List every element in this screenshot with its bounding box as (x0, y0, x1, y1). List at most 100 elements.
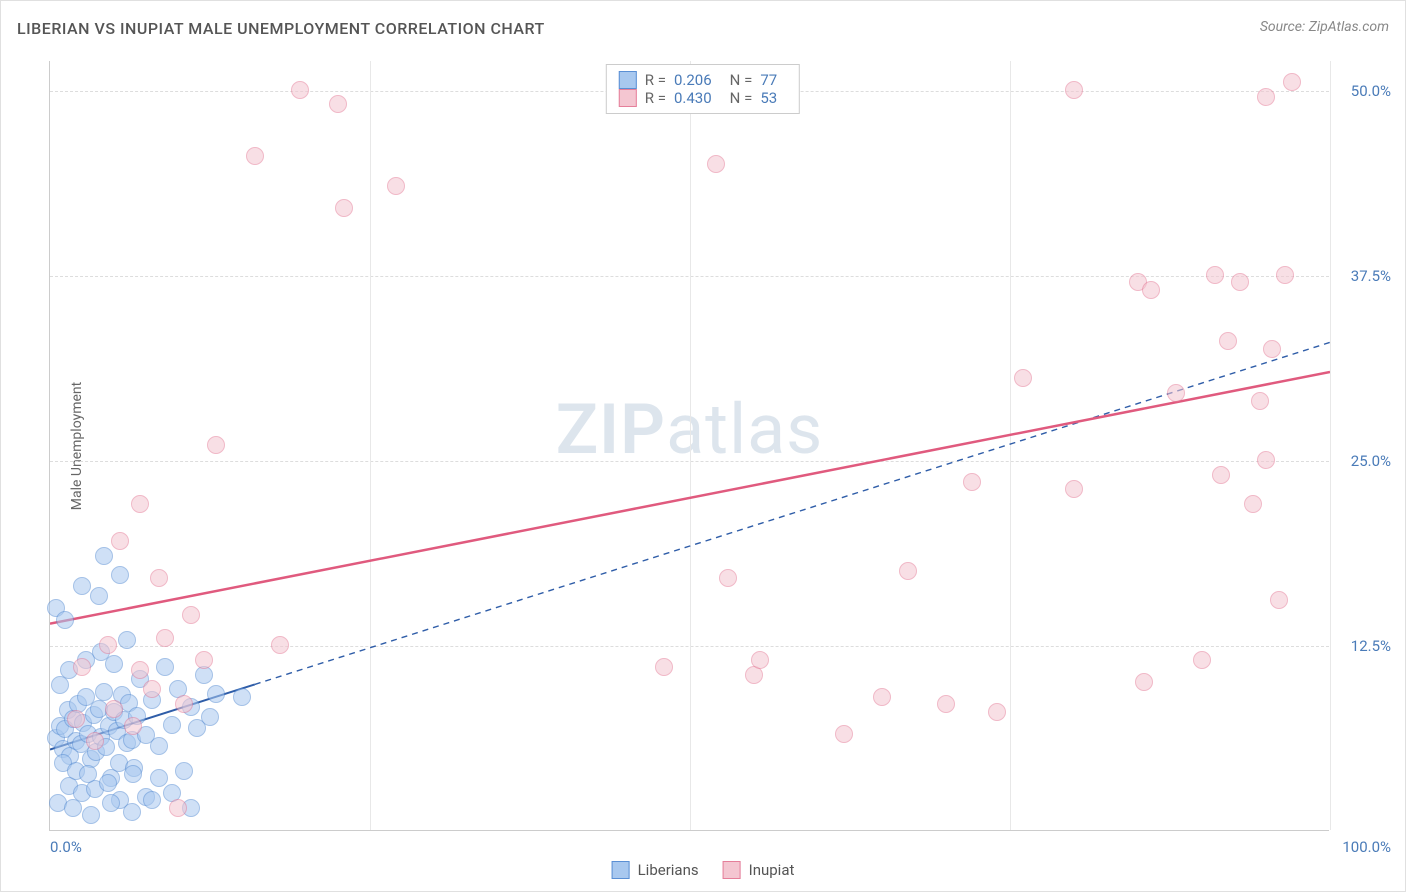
chart-container: LIBERIAN VS INUPIAT MALE UNEMPLOYMENT CO… (0, 0, 1406, 892)
legend-r-label: R = (645, 89, 666, 107)
data-point (1283, 73, 1301, 91)
data-point (1167, 384, 1185, 402)
data-point (988, 703, 1006, 721)
data-point (156, 629, 174, 647)
data-point (1251, 392, 1269, 410)
legend-series-item: Liberians (612, 861, 699, 879)
data-point (1065, 480, 1083, 498)
gridline-vertical (690, 61, 691, 830)
data-point (124, 717, 142, 735)
data-point (1212, 466, 1230, 484)
data-point (111, 532, 129, 550)
data-point (99, 636, 117, 654)
data-point (271, 636, 289, 654)
legend-swatch-icon (612, 861, 630, 879)
data-point (1244, 495, 1262, 513)
data-point (111, 566, 129, 584)
data-point (163, 716, 181, 734)
data-point (1257, 451, 1275, 469)
data-point (387, 177, 405, 195)
gridline-vertical (1010, 61, 1011, 830)
legend-r-value: 0.206 (674, 71, 712, 89)
data-point (1206, 266, 1224, 284)
data-point (655, 658, 673, 676)
data-point (175, 762, 193, 780)
legend-swatch-icon (723, 861, 741, 879)
data-point (201, 708, 219, 726)
data-point (82, 806, 100, 824)
data-point (131, 495, 149, 513)
data-point (1065, 81, 1083, 99)
source-attribution: Source: ZipAtlas.com (1260, 19, 1389, 35)
data-point (79, 765, 97, 783)
x-tick-label: 0.0% (50, 838, 82, 856)
series-legend: Liberians Inupiat (612, 861, 795, 879)
data-point (335, 199, 353, 217)
data-point (123, 803, 141, 821)
data-point (124, 765, 142, 783)
data-point (1219, 332, 1237, 350)
data-point (143, 791, 161, 809)
y-tick-label: 37.5% (1351, 267, 1391, 285)
data-point (150, 769, 168, 787)
legend-series-label: Liberians (638, 861, 699, 879)
data-point (86, 732, 104, 750)
data-point (150, 569, 168, 587)
data-point (118, 631, 136, 649)
y-tick-label: 12.5% (1351, 637, 1391, 655)
legend-r-value: 0.430 (674, 89, 712, 107)
data-point (719, 569, 737, 587)
legend-correlation-row: R =0.206N =77 (619, 71, 787, 89)
plot-area: ZIPatlas 12.5%25.0%37.5%50.0%0.0%100.0% (49, 61, 1329, 831)
y-tick-label: 25.0% (1351, 452, 1391, 470)
data-point (90, 587, 108, 605)
data-point (150, 737, 168, 755)
data-point (963, 473, 981, 491)
data-point (207, 685, 225, 703)
data-point (835, 725, 853, 743)
data-point (105, 700, 123, 718)
legend-n-value: 77 (760, 71, 777, 89)
data-point (99, 774, 117, 792)
data-point (67, 710, 85, 728)
data-point (102, 794, 120, 812)
legend-n-value: 53 (760, 89, 777, 107)
chart-title: LIBERIAN VS INUPIAT MALE UNEMPLOYMENT CO… (17, 19, 545, 38)
data-point (291, 81, 309, 99)
data-point (56, 611, 74, 629)
data-point (105, 655, 123, 673)
data-point (899, 562, 917, 580)
data-point (707, 155, 725, 173)
legend-r-label: R = (645, 71, 666, 89)
data-point (169, 799, 187, 817)
data-point (1142, 281, 1160, 299)
correlation-legend: R = 0.206 N = 77R = 0.430 N = 53 (606, 64, 800, 114)
data-point (1193, 651, 1211, 669)
gridline-vertical (370, 61, 371, 830)
data-point (1231, 273, 1249, 291)
y-tick-label: 50.0% (1351, 82, 1391, 100)
data-point (131, 661, 149, 679)
gridline-vertical (1330, 61, 1331, 830)
legend-correlation-row: R = 0.430 N = 53 (619, 89, 787, 107)
data-point (175, 695, 193, 713)
data-point (1135, 673, 1153, 691)
data-point (1257, 88, 1275, 106)
data-point (95, 547, 113, 565)
data-point (937, 695, 955, 713)
data-point (329, 95, 347, 113)
data-point (95, 683, 113, 701)
data-point (751, 651, 769, 669)
data-point (1276, 266, 1294, 284)
legend-n-label: N = (730, 89, 753, 107)
data-point (156, 658, 174, 676)
data-point (246, 147, 264, 165)
legend-series-item: Inupiat (723, 861, 795, 879)
data-point (873, 688, 891, 706)
data-point (233, 688, 251, 706)
data-point (143, 680, 161, 698)
data-point (73, 658, 91, 676)
data-point (1263, 340, 1281, 358)
legend-series-label: Inupiat (749, 861, 795, 879)
data-point (1014, 369, 1032, 387)
